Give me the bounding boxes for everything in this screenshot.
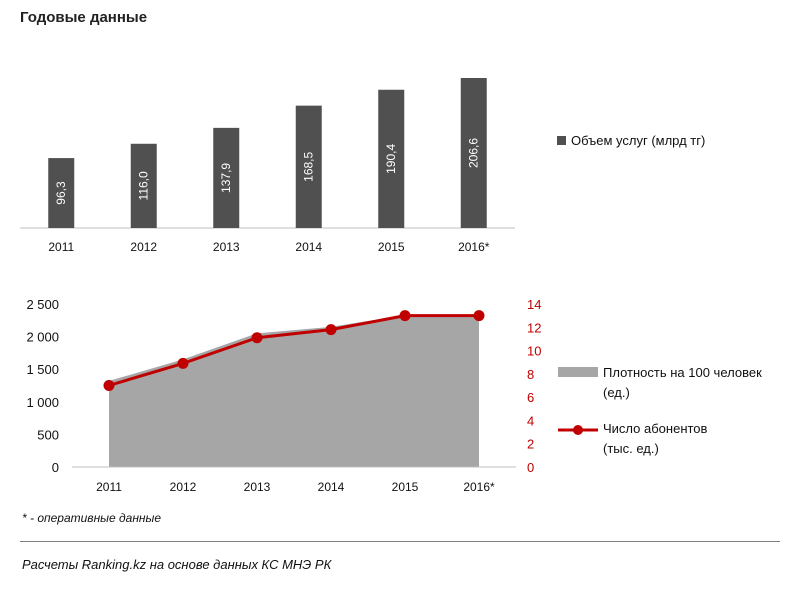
left-y-tick-label: 500 [37, 427, 59, 442]
bar-value-label: 137,9 [219, 163, 233, 193]
legend-marker-line [573, 425, 583, 435]
left-y-tick-label: 0 [52, 460, 59, 475]
bar-chart: 96,3 2011 116,0 2012 137,9 2013 168,5 2014 190,4… [20, 77, 705, 254]
bar-value-label: 116,0 [137, 171, 151, 200]
line-point [177, 357, 189, 369]
area-x-tick-label: 2011 [96, 480, 122, 494]
bar-value-label: 206,6 [467, 138, 481, 168]
right-y-tick-label: 0 [527, 460, 534, 475]
area-x-tick-label: 2012 [170, 480, 197, 494]
legend-label-area: Плотность на 100 человек [603, 365, 762, 380]
left-y-tick-label: 1 500 [26, 362, 59, 377]
line-point [251, 332, 263, 344]
right-y-tick-label: 6 [527, 390, 534, 405]
right-y-tick-label: 2 [527, 437, 534, 452]
bar-x-tick-label: 2011 [48, 240, 74, 254]
divider [20, 541, 780, 542]
legend-label-line: (тыс. ед.) [603, 441, 659, 456]
bar-x-tick-label: 2016* [458, 240, 490, 254]
area-x-tick-label: 2014 [318, 480, 345, 494]
left-y-tick-label: 2 000 [26, 330, 59, 345]
legend-label-line: Число абонентов [603, 421, 708, 436]
left-y-tick-label: 1 000 [26, 395, 59, 410]
bar-x-tick-label: 2014 [295, 240, 322, 254]
footnote: * - оперативные данные [22, 511, 162, 525]
area-x-tick-label: 2013 [244, 480, 271, 494]
bar-x-tick-label: 2013 [213, 240, 240, 254]
legend-label-area: (ед.) [603, 385, 630, 400]
area-line-chart: 0 500 1 000 1 500 2 000 2 500 0 2 4 6 8 10 12 14 2011 2… [26, 297, 762, 494]
line-series-subscribers [108, 314, 479, 387]
left-y-tick-label: 2 500 [26, 297, 59, 312]
bar-x-tick-label: 2012 [130, 240, 157, 254]
right-y-tick-label: 14 [527, 297, 541, 312]
area-x-tick-label: 2016* [463, 480, 495, 494]
legend-swatch-area [558, 367, 598, 377]
area-series-density [109, 315, 479, 467]
right-y-tick-label: 8 [527, 367, 534, 382]
line-point [473, 310, 485, 322]
legend-label-bar: Объем услуг (млрд тг) [571, 133, 705, 148]
page-title: Годовые данные [20, 9, 148, 26]
area-x-tick-label: 2015 [392, 480, 419, 494]
bar [48, 158, 75, 228]
source-note: Расчеты Ranking.kz на основе данных КС М… [22, 557, 332, 572]
bar [295, 105, 322, 228]
bar-value-label: 190,4 [384, 144, 398, 174]
right-y-tick-label: 12 [527, 320, 541, 335]
bar [378, 89, 405, 228]
bar-x-tick-label: 2015 [378, 240, 405, 254]
legend-swatch-bar [557, 136, 566, 145]
right-y-tick-label: 10 [527, 344, 541, 359]
line-point [103, 380, 115, 391]
bar-value-label: 168,5 [302, 151, 316, 181]
line-point [399, 310, 411, 322]
bar [213, 127, 240, 228]
bar [130, 143, 157, 228]
right-y-tick-label: 4 [527, 413, 534, 428]
bar [460, 77, 487, 228]
line-point [325, 324, 337, 336]
bar-value-label: 96,3 [54, 181, 68, 205]
